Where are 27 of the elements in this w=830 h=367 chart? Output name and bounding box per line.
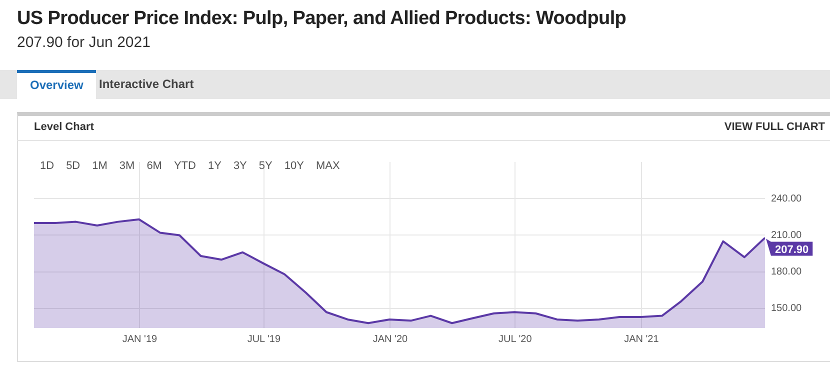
annotation: 1D <box>40 160 54 172</box>
annotation: 5Y <box>258 160 272 172</box>
chart-title: US Producer Price Index: Pulp, Paper, and Allied Products: Woodpulp <box>17 8 626 30</box>
text: Level Chart <box>34 121 94 133</box>
text: Interactive Chart <box>98 76 195 93</box>
annotation: 6M <box>146 160 162 172</box>
x-tick-label: JAN '20 <box>372 334 408 345</box>
chart-subtitle: 207.90 for Jun 2021 <box>17 34 150 51</box>
text: Overview <box>17 70 96 99</box>
text: VIEW FULL CHART <box>724 121 825 133</box>
x-tick-label: JUL '19 <box>247 334 281 345</box>
y-tick-label: 150.00 <box>771 303 802 314</box>
annotation: 3Y <box>233 160 247 172</box>
annotation: 10Y <box>284 160 304 172</box>
annotation: 1M <box>92 160 108 172</box>
y-tick-label: 240.00 <box>771 193 802 204</box>
annotation: 5D <box>66 160 80 172</box>
y-tick-label: 210.00 <box>771 230 802 241</box>
x-tick-label: JAN '19 <box>122 334 158 345</box>
x-tick-label: JAN '21 <box>624 334 660 345</box>
x-tick-label: JUL '20 <box>498 334 532 345</box>
y-tick-label: 180.00 <box>771 266 802 278</box>
annotation: YTD <box>174 160 196 172</box>
annotation: 1Y <box>208 160 222 172</box>
data-label: 207.90 <box>775 244 809 256</box>
annotation: MAX <box>316 160 340 172</box>
annotation: 3M <box>119 160 135 172</box>
